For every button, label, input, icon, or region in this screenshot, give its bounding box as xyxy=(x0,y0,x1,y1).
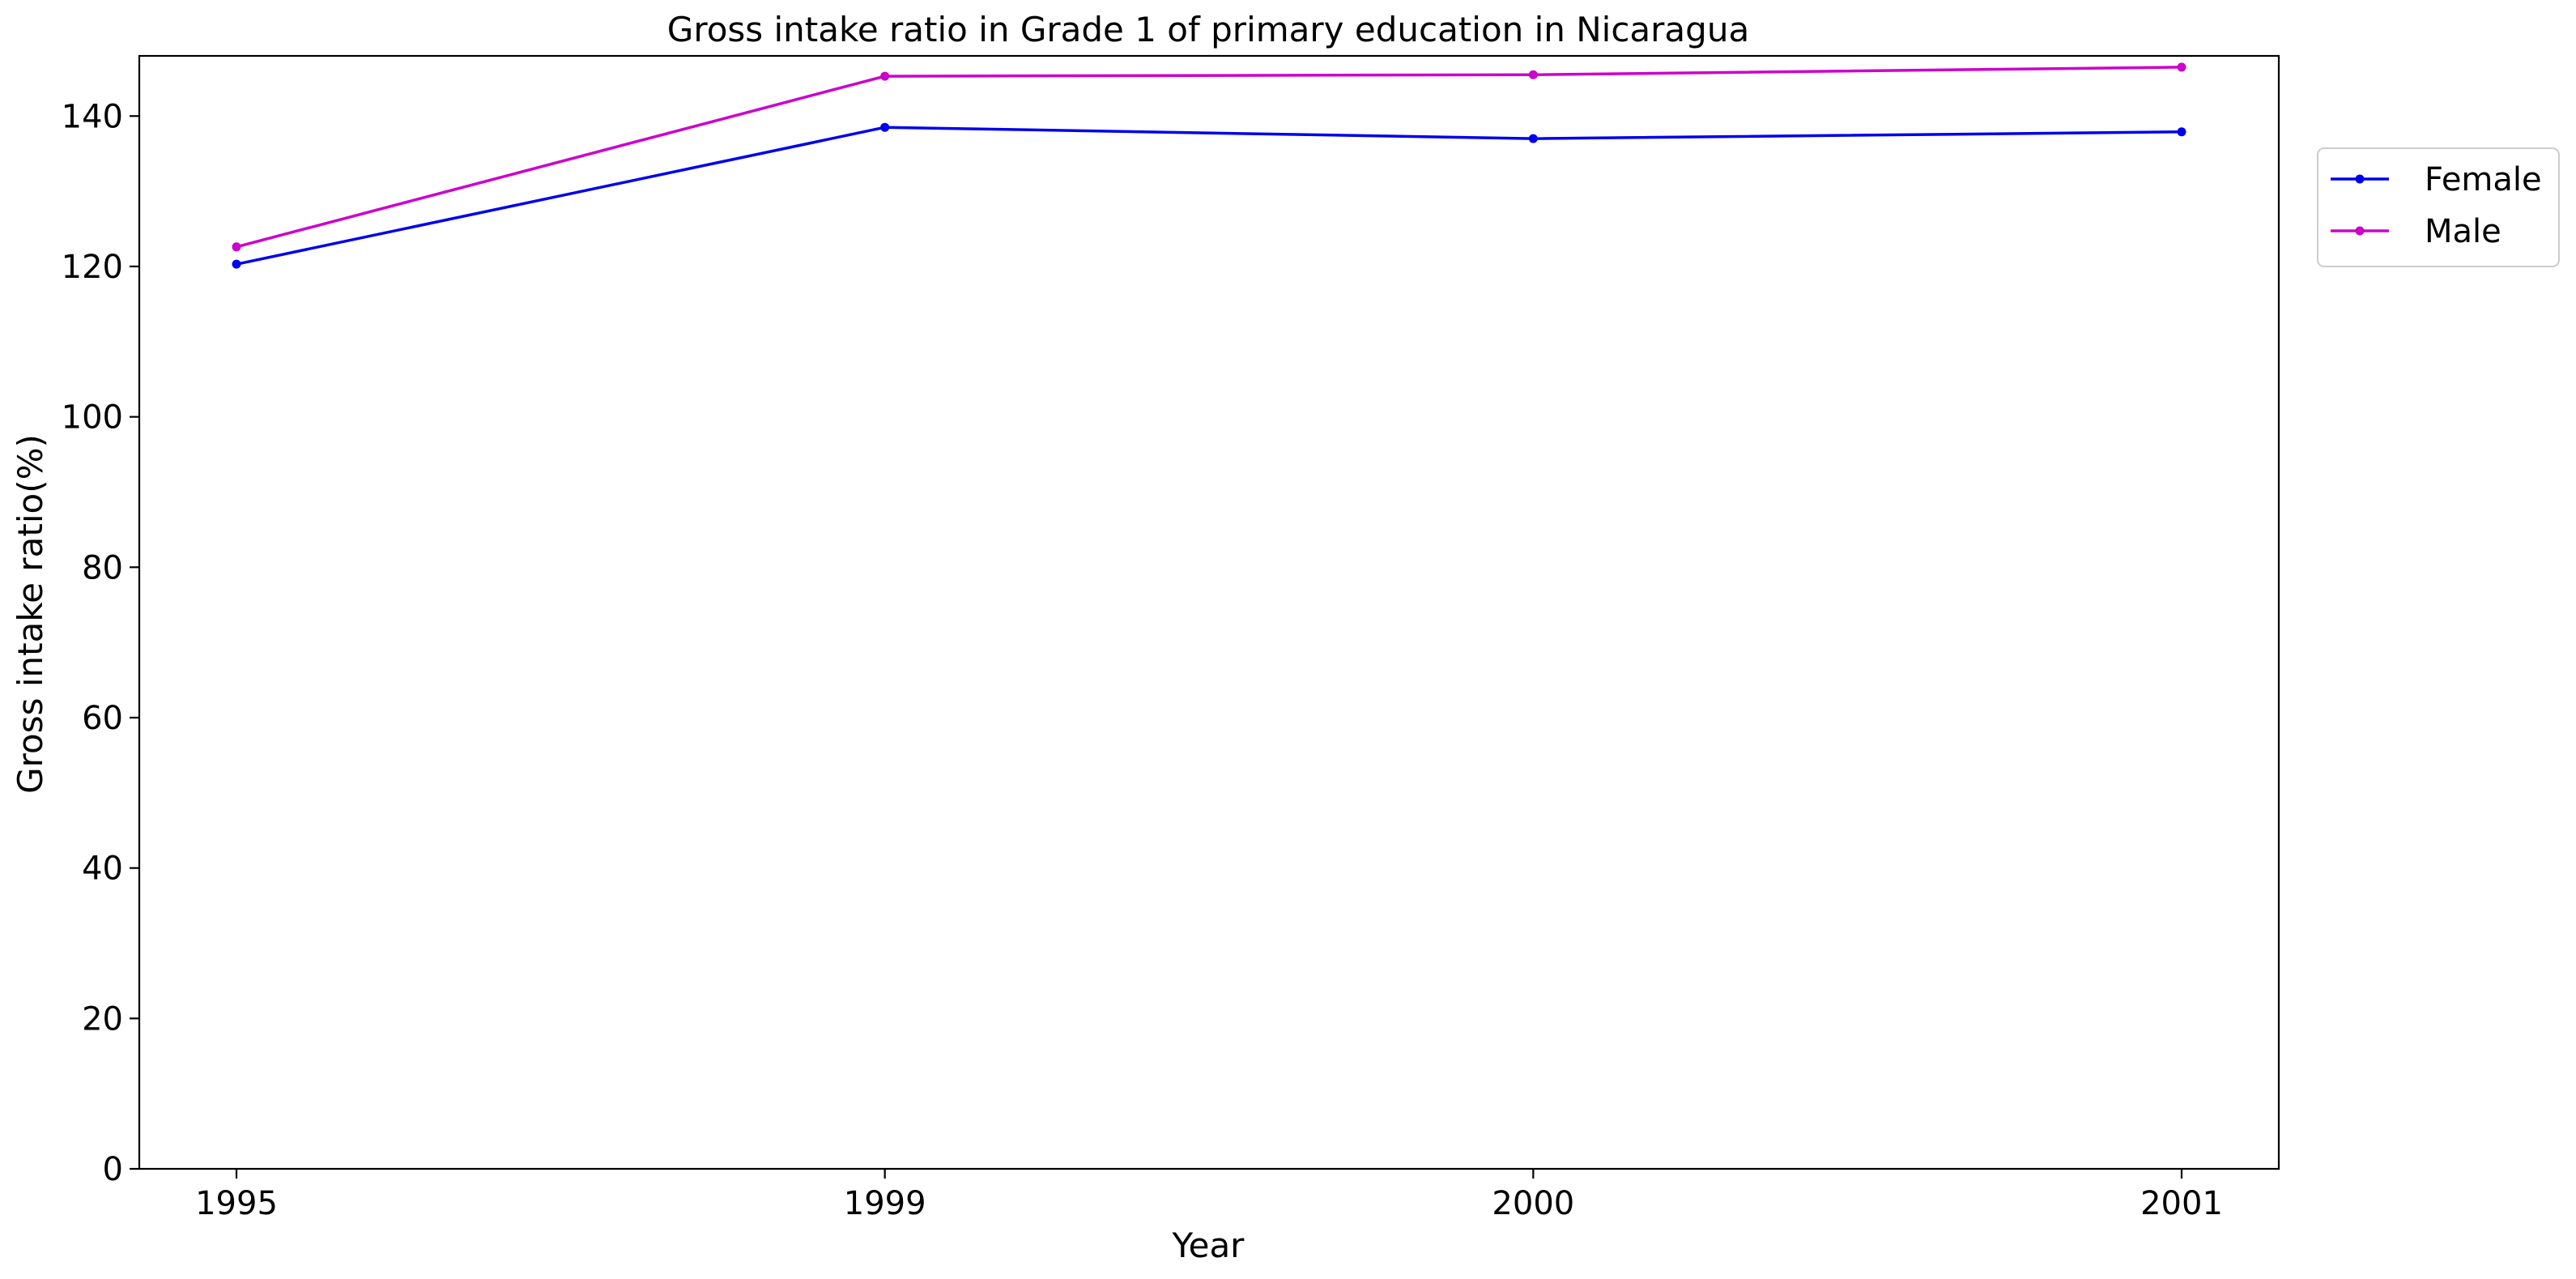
legend-marker-female xyxy=(2355,174,2365,184)
x-tick-label: 2001 xyxy=(2140,1185,2223,1222)
data-point-female xyxy=(2177,127,2186,137)
plot-frame xyxy=(138,54,2280,1170)
chart-title: Gross intake ratio in Grade 1 of primary… xyxy=(667,10,1749,49)
y-tick-label: 80 xyxy=(82,549,123,586)
y-tick-label: 100 xyxy=(62,399,123,437)
series-line-female xyxy=(236,126,2182,266)
y-tick-label: 120 xyxy=(62,249,123,286)
legend-label-male: Male xyxy=(2425,213,2501,250)
y-axis-label: Gross intake ratio(%) xyxy=(11,434,50,794)
data-point-female xyxy=(880,122,890,132)
data-point-male xyxy=(880,71,890,81)
y-tick-label: 140 xyxy=(62,98,123,135)
legend-marker-male xyxy=(2355,226,2365,236)
x-tick-label: 2000 xyxy=(1492,1185,1574,1222)
legend-label-female: Female xyxy=(2425,161,2542,198)
y-tick-label: 0 xyxy=(103,1151,123,1188)
y-tick-label: 20 xyxy=(82,1000,123,1038)
x-axis-label: Year xyxy=(1172,1226,1245,1265)
y-tick-label: 40 xyxy=(82,851,123,888)
legend: Female Male xyxy=(2317,147,2560,267)
plot-area: 0 20 40 60 80 100 120 140 1995 1999 2000 2001 xyxy=(62,54,2280,1222)
data-point-male xyxy=(232,242,241,252)
data-point-female xyxy=(1528,134,1538,143)
data-point-female xyxy=(232,259,241,269)
data-point-male xyxy=(2177,62,2186,72)
x-tick-label: 1999 xyxy=(844,1185,926,1222)
data-point-male xyxy=(1528,70,1538,79)
series-line-male xyxy=(236,66,2182,249)
x-tick-label: 1995 xyxy=(195,1185,278,1222)
y-tick-label: 60 xyxy=(82,700,123,737)
